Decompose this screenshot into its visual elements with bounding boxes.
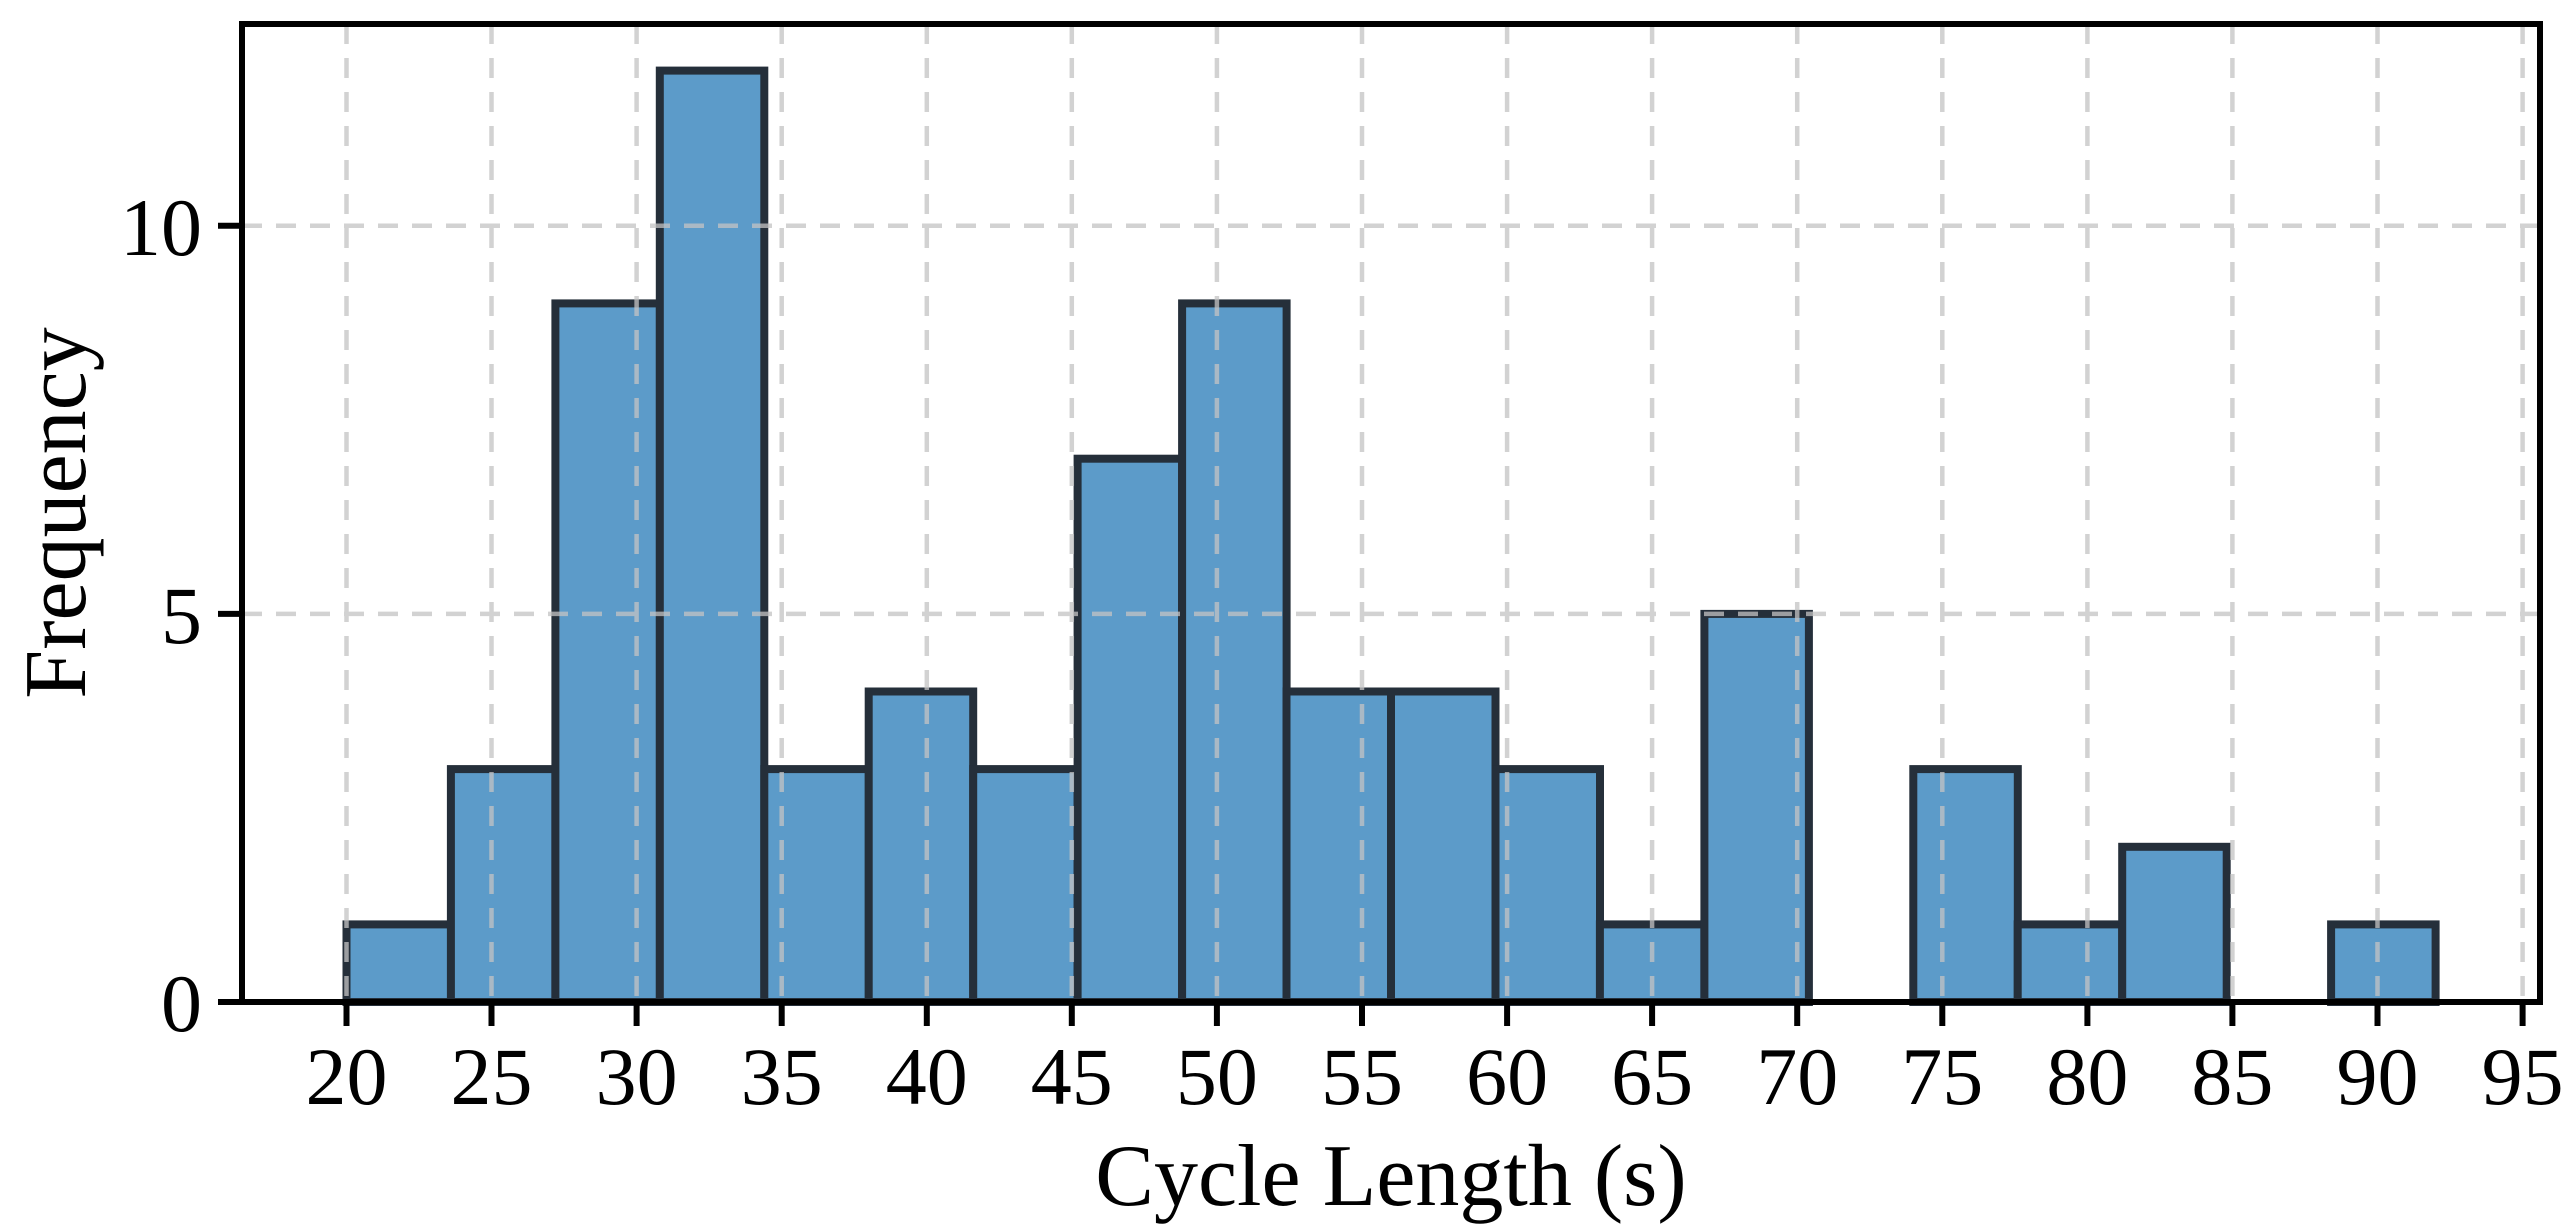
x-axis-ticks: 20 25 30 35 40 45 50 55 60 65 70 75 80 85 90 95 bbox=[306, 1002, 2564, 1122]
histogram-bar bbox=[1491, 765, 1604, 1006]
histogram-bar bbox=[1387, 687, 1500, 1006]
histogram-bars bbox=[342, 66, 2440, 1007]
histogram-bar bbox=[969, 765, 1082, 1006]
histogram-bar bbox=[446, 765, 560, 1006]
histogram-bar bbox=[1909, 765, 2022, 1006]
y-tick-label: 10 bbox=[120, 182, 202, 273]
x-tick-label: 65 bbox=[1611, 1031, 1693, 1122]
x-tick-label: 75 bbox=[1901, 1031, 1983, 1122]
x-tick-label: 80 bbox=[2046, 1031, 2128, 1122]
x-axis-label: Cycle Length (s) bbox=[1095, 1128, 1687, 1225]
histogram-bar bbox=[2013, 920, 2127, 1007]
x-tick-label: 95 bbox=[2482, 1031, 2564, 1122]
histogram-bar bbox=[1073, 454, 1187, 1006]
histogram-bar bbox=[1178, 299, 1291, 1006]
x-tick-label: 35 bbox=[741, 1031, 823, 1122]
x-tick-label: 45 bbox=[1031, 1031, 1113, 1122]
histogram-bar bbox=[1282, 687, 1395, 1006]
x-tick-label: 25 bbox=[451, 1031, 533, 1122]
histogram-bar bbox=[2327, 920, 2440, 1007]
y-axis-label: Frequency bbox=[8, 327, 105, 699]
x-tick-label: 50 bbox=[1176, 1031, 1258, 1122]
x-tick-label: 60 bbox=[1466, 1031, 1548, 1122]
y-tick-label: 5 bbox=[161, 570, 202, 661]
x-tick-label: 40 bbox=[886, 1031, 968, 1122]
axes-frame bbox=[239, 21, 2543, 1005]
histogram-bar bbox=[864, 687, 978, 1006]
x-tick-label: 85 bbox=[2191, 1031, 2273, 1122]
x-tick-label: 55 bbox=[1321, 1031, 1403, 1122]
histogram-bar bbox=[551, 299, 664, 1006]
histogram-bar bbox=[1700, 609, 1813, 1007]
x-tick-label: 20 bbox=[306, 1031, 388, 1122]
x-tick-label: 70 bbox=[1756, 1031, 1838, 1122]
x-tick-label: 30 bbox=[596, 1031, 678, 1122]
gridlines bbox=[242, 24, 2540, 1002]
x-tick-label: 90 bbox=[2337, 1031, 2419, 1122]
histogram-bar bbox=[342, 920, 455, 1007]
y-tick-label: 0 bbox=[161, 958, 202, 1049]
y-axis-ticks: 0 5 10 bbox=[120, 182, 242, 1049]
histogram-bar bbox=[2118, 842, 2231, 1006]
histogram-bar bbox=[655, 66, 769, 1007]
